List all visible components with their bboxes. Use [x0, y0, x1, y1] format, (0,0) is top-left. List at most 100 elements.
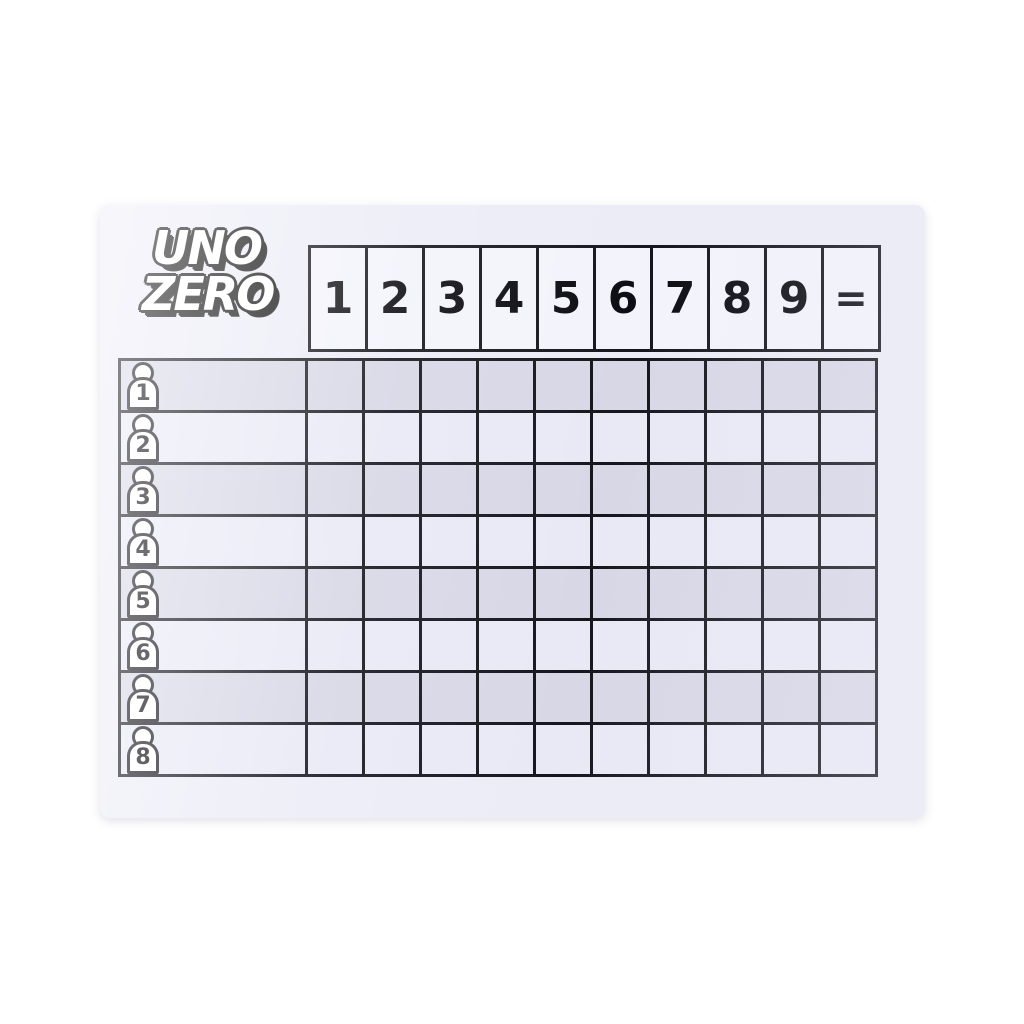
score-cell-round-6[interactable]	[590, 410, 650, 465]
player-row: 6	[118, 618, 908, 673]
score-cell-round-4[interactable]	[476, 670, 536, 725]
score-cell-round-1[interactable]	[305, 514, 365, 569]
score-cell-round-1[interactable]	[305, 670, 365, 725]
score-cell-round-7[interactable]	[647, 670, 707, 725]
score-cell-round-8[interactable]	[704, 358, 764, 413]
score-cell-total[interactable]	[818, 462, 878, 517]
score-cell-round-7[interactable]	[647, 514, 707, 569]
score-cell-round-9[interactable]	[761, 514, 821, 569]
player-number-label: 4	[135, 536, 151, 562]
score-cell-round-2[interactable]	[362, 358, 422, 413]
score-cell-round-5[interactable]	[533, 566, 593, 621]
score-cell-total[interactable]	[818, 410, 878, 465]
score-cell-total[interactable]	[818, 566, 878, 621]
score-cell-round-1[interactable]	[305, 722, 365, 777]
score-cell-round-4[interactable]	[476, 358, 536, 413]
score-cell-round-7[interactable]	[647, 722, 707, 777]
score-cell-round-1[interactable]	[305, 410, 365, 465]
player-name-cell[interactable]: 2	[118, 410, 308, 465]
player-name-cell[interactable]: 8	[118, 722, 308, 777]
score-cell-round-5[interactable]	[533, 670, 593, 725]
score-cell-round-4[interactable]	[476, 618, 536, 673]
score-cell-round-6[interactable]	[590, 566, 650, 621]
score-cell-round-8[interactable]	[704, 618, 764, 673]
score-cell-round-5[interactable]	[533, 462, 593, 517]
player-pawn-icon: 5	[127, 569, 161, 618]
score-cell-round-4[interactable]	[476, 722, 536, 777]
score-cell-round-6[interactable]	[590, 722, 650, 777]
score-cell-round-9[interactable]	[761, 618, 821, 673]
score-cell-round-3[interactable]	[419, 566, 479, 621]
score-cell-round-5[interactable]	[533, 410, 593, 465]
score-cell-round-3[interactable]	[419, 358, 479, 413]
score-cell-round-8[interactable]	[704, 514, 764, 569]
score-cell-round-9[interactable]	[761, 670, 821, 725]
score-cell-round-9[interactable]	[761, 722, 821, 777]
score-cell-round-2[interactable]	[362, 410, 422, 465]
player-name-cell[interactable]: 6	[118, 618, 308, 673]
score-cell-round-4[interactable]	[476, 410, 536, 465]
score-cell-round-2[interactable]	[362, 514, 422, 569]
score-cell-round-8[interactable]	[704, 670, 764, 725]
score-cell-round-6[interactable]	[590, 358, 650, 413]
player-name-cell[interactable]: 3	[118, 462, 308, 517]
score-cell-round-7[interactable]	[647, 410, 707, 465]
score-cell-round-1[interactable]	[305, 462, 365, 517]
header-cell-7: 7	[650, 245, 710, 352]
score-cell-round-3[interactable]	[419, 670, 479, 725]
score-cell-round-5[interactable]	[533, 618, 593, 673]
player-number-label: 1	[135, 380, 151, 406]
score-cell-round-5[interactable]	[533, 722, 593, 777]
score-cell-round-9[interactable]	[761, 358, 821, 413]
score-cell-round-3[interactable]	[419, 514, 479, 569]
score-cell-round-2[interactable]	[362, 566, 422, 621]
player-name-cell[interactable]: 1	[118, 358, 308, 413]
score-cell-round-8[interactable]	[704, 722, 764, 777]
score-cell-round-2[interactable]	[362, 722, 422, 777]
score-cell-round-7[interactable]	[647, 462, 707, 517]
score-cell-round-6[interactable]	[590, 462, 650, 517]
score-cell-total[interactable]	[818, 670, 878, 725]
score-cell-round-3[interactable]	[419, 618, 479, 673]
score-cell-round-4[interactable]	[476, 514, 536, 569]
score-cell-round-2[interactable]	[362, 670, 422, 725]
score-cell-round-8[interactable]	[704, 566, 764, 621]
score-cell-round-1[interactable]	[305, 618, 365, 673]
score-cell-total[interactable]	[818, 618, 878, 673]
score-cell-total[interactable]	[818, 358, 878, 413]
player-row: 1	[118, 358, 908, 413]
score-cell-round-9[interactable]	[761, 566, 821, 621]
score-cell-round-8[interactable]	[704, 410, 764, 465]
score-cell-round-5[interactable]	[533, 358, 593, 413]
score-cell-round-7[interactable]	[647, 358, 707, 413]
score-cell-round-5[interactable]	[533, 514, 593, 569]
score-cell-round-1[interactable]	[305, 566, 365, 621]
column-header-row: 1 2 3 4 5 6 7 8 9 =	[308, 245, 881, 352]
score-cell-round-8[interactable]	[704, 462, 764, 517]
score-cell-round-4[interactable]	[476, 462, 536, 517]
score-cell-round-3[interactable]	[419, 462, 479, 517]
score-cell-round-2[interactable]	[362, 462, 422, 517]
player-name-cell[interactable]: 5	[118, 566, 308, 621]
score-cell-total[interactable]	[818, 514, 878, 569]
score-cell-round-2[interactable]	[362, 618, 422, 673]
player-pawn-icon: 1	[127, 361, 161, 410]
pawn-body-icon: 2	[127, 428, 159, 462]
player-pawn-icon: 4	[127, 517, 161, 566]
player-name-cell[interactable]: 4	[118, 514, 308, 569]
score-cell-total[interactable]	[818, 722, 878, 777]
score-cell-round-9[interactable]	[761, 410, 821, 465]
score-cell-round-4[interactable]	[476, 566, 536, 621]
player-name-cell[interactable]: 7	[118, 670, 308, 725]
score-cell-round-6[interactable]	[590, 514, 650, 569]
score-cell-round-1[interactable]	[305, 358, 365, 413]
score-cell-round-9[interactable]	[761, 462, 821, 517]
score-cell-round-3[interactable]	[419, 722, 479, 777]
score-cell-round-7[interactable]	[647, 618, 707, 673]
score-cell-round-6[interactable]	[590, 618, 650, 673]
score-cell-round-3[interactable]	[419, 410, 479, 465]
score-cell-round-7[interactable]	[647, 566, 707, 621]
pawn-body-icon: 4	[127, 532, 159, 566]
score-cell-round-6[interactable]	[590, 670, 650, 725]
